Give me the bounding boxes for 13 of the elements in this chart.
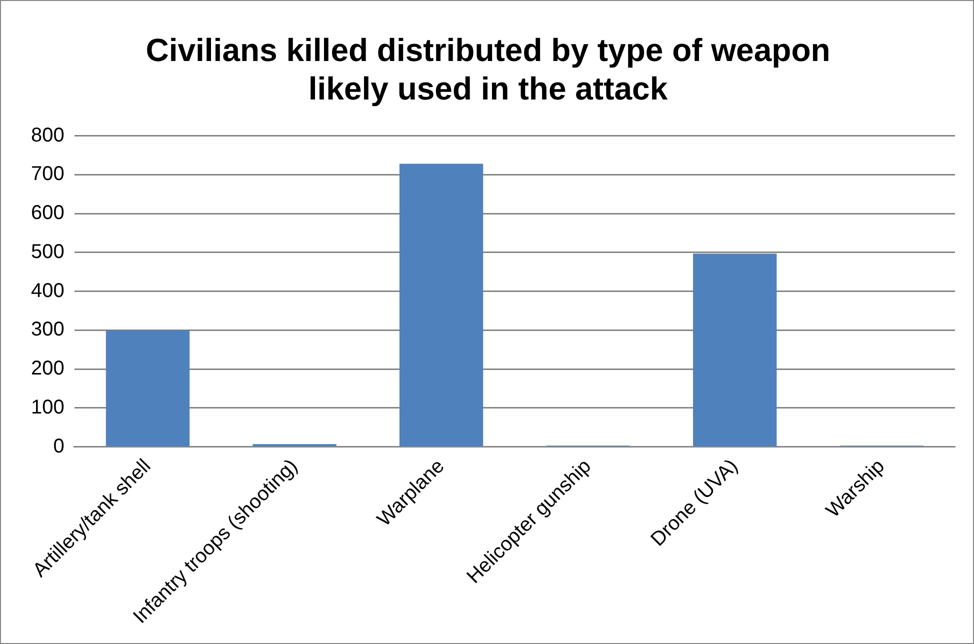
y-tick-label: 800 [30, 124, 64, 146]
y-tick-label: 400 [30, 280, 64, 302]
bar [693, 254, 777, 446]
bar [399, 164, 484, 446]
y-tick-label: 500 [30, 240, 64, 263]
y-tick-label: 200 [30, 358, 64, 380]
bar [106, 330, 190, 446]
y-tick-label: 300 [30, 318, 64, 341]
y-tick-label: 0 [53, 435, 64, 458]
y-tick-label: 100 [30, 396, 64, 418]
y-tick-label: 700 [30, 163, 64, 186]
chart-title: Civilians killed distributed by type of weapon likely used in the attack [146, 32, 830, 106]
y-tick-label: 600 [30, 202, 64, 224]
